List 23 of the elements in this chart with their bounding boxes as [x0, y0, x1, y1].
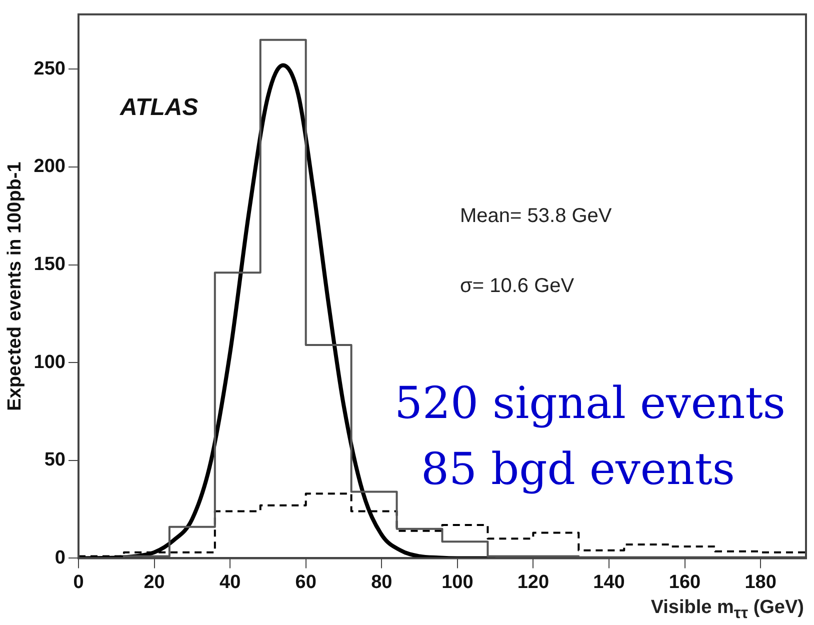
- x-tick-label: 0: [73, 572, 84, 593]
- y-tick-label: 50: [44, 450, 66, 471]
- annotation: 520 signal events: [394, 378, 786, 429]
- y-tick-label: 250: [34, 58, 66, 80]
- y-tick-label: 100: [34, 352, 66, 373]
- annotation: σ= 10.6 GeV: [460, 275, 575, 297]
- y-tick-label: 200: [34, 156, 66, 178]
- x-tick-label: 40: [219, 572, 241, 593]
- x-axis-title: Visible m$_{ττ}$ (GeV): [650, 597, 804, 623]
- x-tick-label: 180: [744, 572, 776, 593]
- annotation: 85 bgd events: [421, 444, 735, 495]
- y-tick-label: 0: [54, 547, 66, 568]
- y-axis-title: Expected events in 100pb-1: [4, 161, 26, 411]
- x-tick-label: 60: [295, 572, 316, 593]
- x-tick-label: 120: [517, 572, 550, 593]
- annotation: ATLAS: [119, 94, 198, 121]
- x-tick-label: 100: [442, 572, 474, 593]
- annotation: Mean= 53.8 GeV: [460, 205, 612, 227]
- x-tick-label: 80: [371, 572, 392, 593]
- x-tick-label: 20: [144, 572, 165, 593]
- x-tick-label: 140: [593, 572, 625, 593]
- y-tick-label: 150: [34, 254, 66, 276]
- x-tick-label: 160: [668, 572, 701, 593]
